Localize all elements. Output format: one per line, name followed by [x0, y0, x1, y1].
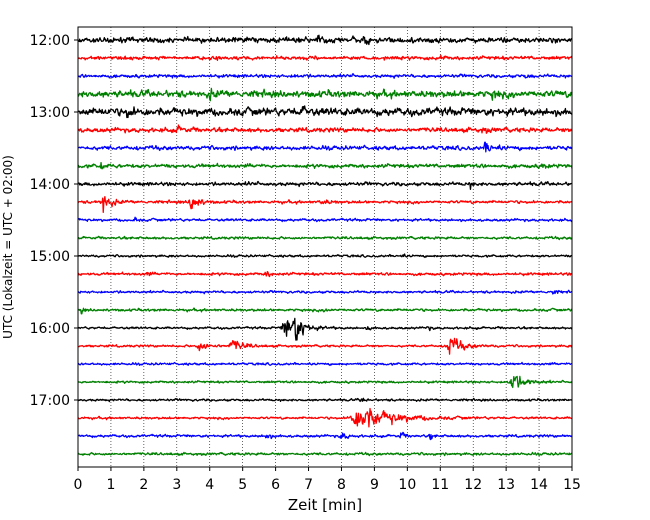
x-tick-label: 5: [238, 477, 247, 493]
x-tick-label: 4: [205, 477, 214, 493]
seismic-trace-row-18: [77, 361, 573, 367]
y-tick-label: 15:00: [30, 249, 70, 265]
seismic-trace-row-19: [77, 375, 573, 389]
x-tick-label: 0: [74, 477, 83, 493]
seismic-trace-row-15: [77, 307, 573, 315]
x-axis-label: Zeit [min]: [288, 496, 362, 514]
seismic-trace-row-14: [77, 289, 573, 295]
seismic-trace-row-12: [77, 253, 573, 259]
plot-frame: [77, 26, 573, 468]
x-axis-ticks: 0 1 2 3 4 5 6 7 8 9 10 11 12 13 14 15: [74, 467, 581, 493]
x-tick-label: 6: [271, 477, 280, 493]
x-tick-label: 9: [370, 477, 379, 493]
x-tick-label: 11: [431, 477, 449, 493]
y-axis-ticks: 12:00 13:00 14:00 15:00 16:00 17:00: [30, 33, 78, 409]
seismic-trace-row-2: [77, 73, 573, 79]
seismic-trace-row-16: [77, 317, 573, 341]
seismic-trace-row-8: [77, 180, 573, 190]
x-tick-label: 12: [464, 477, 482, 493]
seismic-trace-row-1: [77, 54, 573, 62]
seismic-trace-row-11: [77, 235, 573, 241]
seismic-trace-row-9: [77, 195, 573, 213]
x-tick-label: 2: [139, 477, 148, 493]
seismic-trace-row-17: [77, 337, 573, 355]
y-tick-label: 16:00: [30, 321, 70, 337]
x-tick-label: 7: [304, 477, 313, 493]
x-tick-label: 15: [563, 477, 581, 493]
x-tick-label: 3: [172, 477, 181, 493]
x-tick-label: 1: [106, 477, 115, 493]
y-axis-label: UTC (Lokalzeit = UTC + 02:00): [1, 155, 15, 339]
x-tick-label: 8: [337, 477, 346, 493]
seismic-trace-row-3: [77, 87, 573, 102]
y-tick-label: 17:00: [30, 393, 70, 409]
seismic-trace-row-7: [77, 161, 573, 170]
seismic-traces: [77, 34, 573, 457]
vertical-grid: [110, 27, 540, 467]
seismic-trace-row-13: [77, 270, 573, 278]
seismic-trace-row-22: [77, 431, 573, 441]
seismic-trace-row-10: [77, 216, 573, 223]
x-tick-label: 13: [497, 477, 515, 493]
seismic-trace-row-4: [77, 105, 573, 119]
x-tick-label: 14: [530, 477, 548, 493]
seismic-trace-row-5: [77, 124, 573, 134]
x-tick-label: 10: [398, 477, 416, 493]
seismic-trace-row-23: [77, 451, 573, 457]
seismic-trace-row-0: [77, 34, 573, 46]
y-tick-label: 13:00: [30, 105, 70, 121]
y-tick-label: 14:00: [30, 177, 70, 193]
seismic-trace-row-6: [77, 141, 573, 153]
y-tick-label: 12:00: [30, 33, 70, 49]
seismic-trace-row-20: [77, 397, 573, 403]
seismic-trace-row-21: [77, 407, 573, 428]
